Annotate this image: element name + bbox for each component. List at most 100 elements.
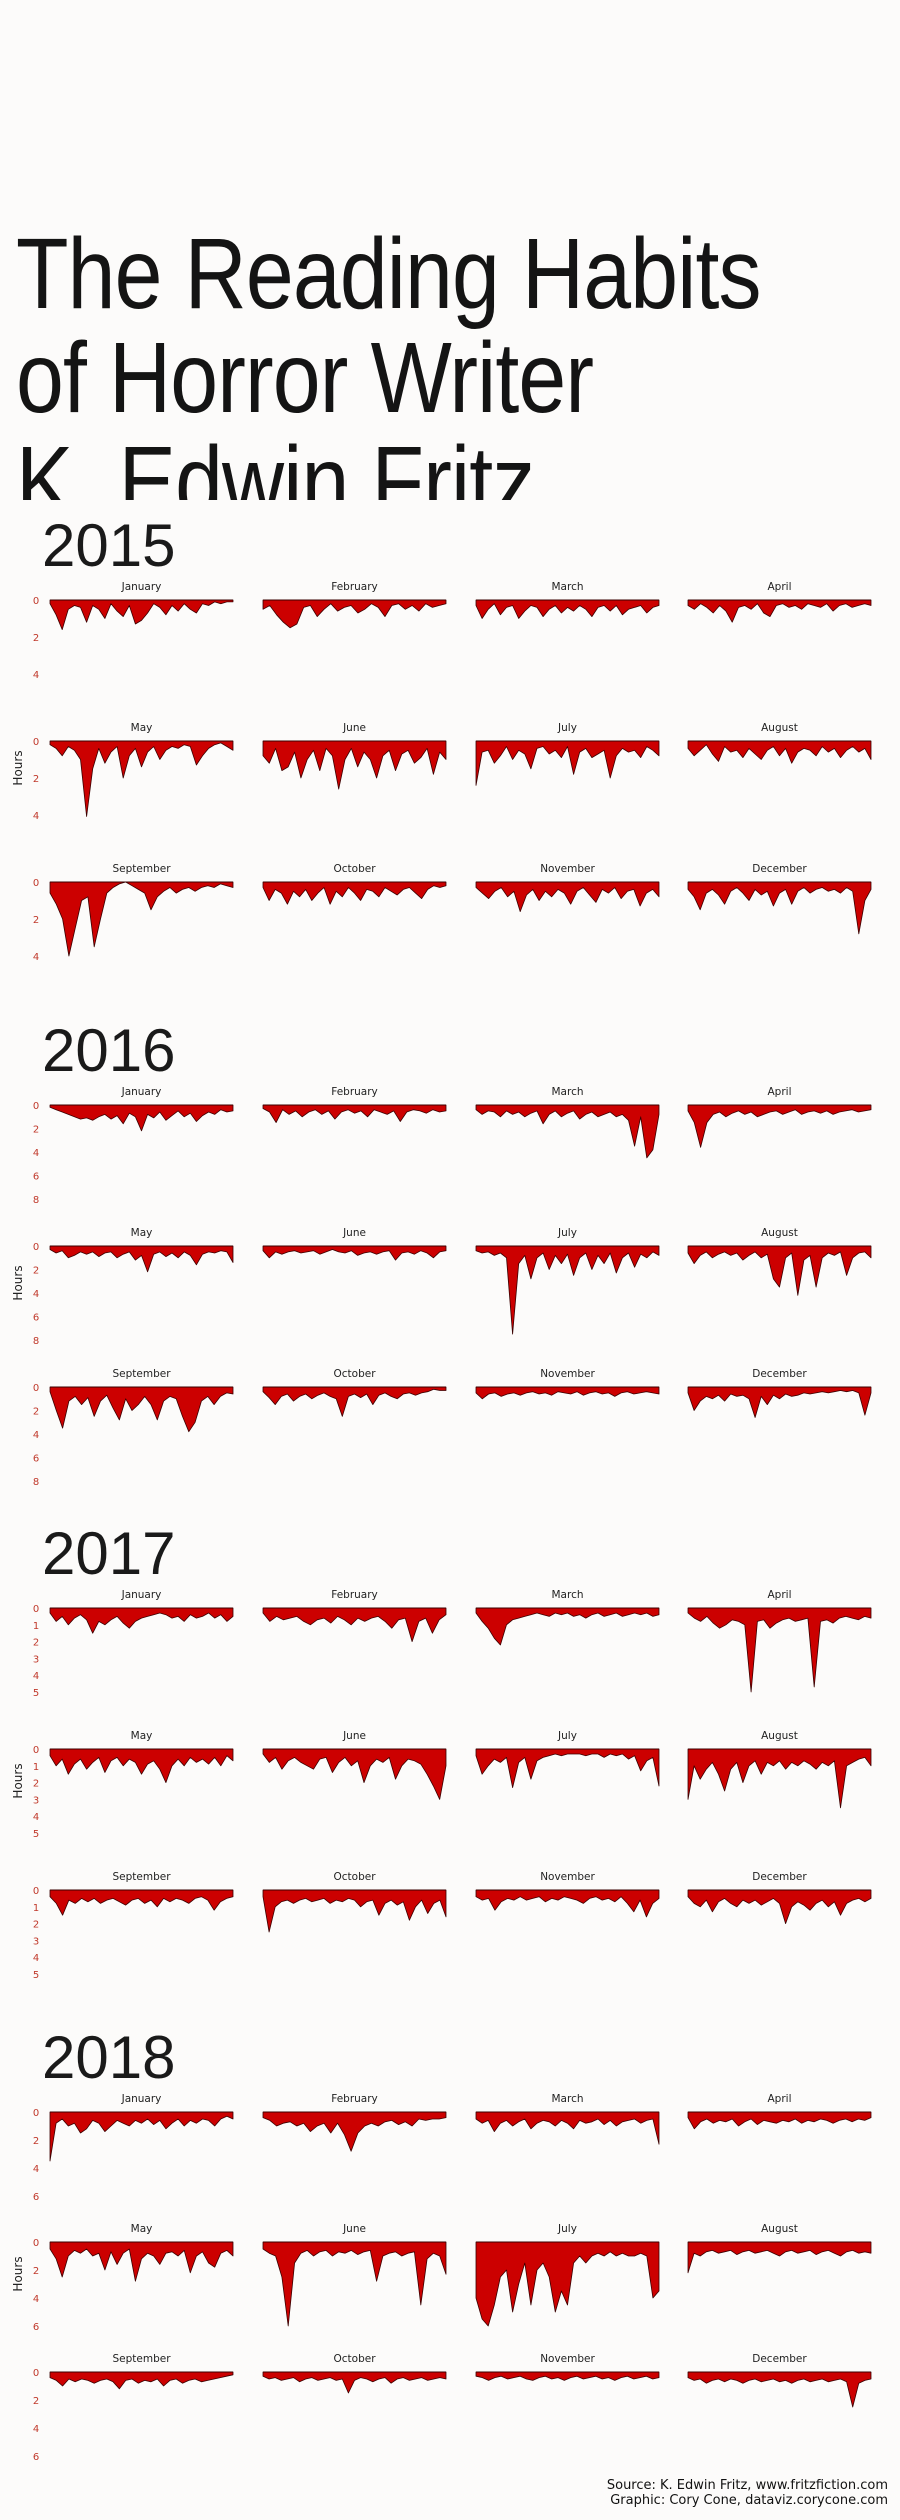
area-2017-march bbox=[475, 1607, 660, 1646]
month-label-july: July bbox=[557, 1227, 577, 1239]
area-2017-october bbox=[262, 1889, 447, 1933]
y-tick-label: 0 bbox=[33, 1745, 39, 1756]
area-2018-december bbox=[687, 2371, 872, 2408]
year-heading-2015: 2015 bbox=[42, 512, 175, 579]
month-label-july: July bbox=[557, 722, 577, 734]
area-2015-december bbox=[687, 881, 872, 935]
y-tick-label: 2 bbox=[33, 2266, 39, 2277]
month-label-february: February bbox=[331, 581, 378, 593]
month-label-february: February bbox=[331, 2093, 378, 2105]
y-tick-label: 6 bbox=[33, 2452, 39, 2463]
title-line-3: K. Edwin Fritz bbox=[16, 426, 535, 500]
month-label-june: June bbox=[342, 1227, 366, 1239]
month-label-july: July bbox=[557, 1730, 577, 1742]
y-tick-label: 8 bbox=[33, 1477, 39, 1488]
year-heading-2018: 2018 bbox=[42, 2024, 175, 2091]
month-label-september: September bbox=[112, 863, 171, 875]
y-tick-label: 0 bbox=[33, 1383, 39, 1394]
y-tick-label: 3 bbox=[33, 1654, 39, 1665]
y-tick-label: 4 bbox=[33, 811, 39, 822]
y-tick-label: 6 bbox=[33, 1172, 39, 1183]
y-tick-label: 0 bbox=[33, 2368, 39, 2379]
y-tick-label: 6 bbox=[33, 2322, 39, 2333]
area-2015-march bbox=[475, 599, 660, 619]
month-label-november: November bbox=[540, 863, 595, 875]
month-label-october: October bbox=[333, 1368, 376, 1380]
y-axis-label: Hours bbox=[11, 1763, 25, 1798]
area-2015-july bbox=[475, 740, 660, 786]
y-tick-label: 2 bbox=[33, 2136, 39, 2147]
area-2015-april bbox=[687, 599, 872, 623]
area-2016-april bbox=[687, 1104, 872, 1148]
area-2018-november bbox=[475, 2371, 660, 2381]
area-2018-august bbox=[687, 2241, 872, 2274]
source-text: Source: K. Edwin Fritz, www.fritzfiction… bbox=[606, 2478, 888, 2493]
month-label-march: March bbox=[551, 2093, 583, 2105]
area-2016-october bbox=[262, 1386, 447, 1417]
month-label-may: May bbox=[131, 2223, 153, 2235]
area-2016-november bbox=[475, 1386, 660, 1400]
y-tick-label: 0 bbox=[33, 1101, 39, 1112]
area-2016-february bbox=[262, 1104, 447, 1123]
month-label-august: August bbox=[761, 1730, 798, 1742]
y-tick-label: 0 bbox=[33, 737, 39, 748]
area-2018-february bbox=[262, 2111, 447, 2152]
month-label-april: April bbox=[768, 2093, 792, 2105]
month-label-april: April bbox=[768, 1589, 792, 1601]
month-label-june: June bbox=[342, 722, 366, 734]
y-tick-label: 2 bbox=[33, 1125, 39, 1136]
area-2015-may bbox=[49, 740, 234, 817]
month-label-november: November bbox=[540, 1368, 595, 1380]
y-tick-label: 4 bbox=[33, 1671, 39, 1682]
area-2016-june bbox=[262, 1245, 447, 1261]
month-label-november: November bbox=[540, 1871, 595, 1883]
y-tick-label: 3 bbox=[33, 1936, 39, 1947]
y-tick-label: 0 bbox=[33, 1604, 39, 1615]
y-tick-label: 0 bbox=[33, 2238, 39, 2249]
area-2018-june bbox=[262, 2241, 447, 2327]
y-tick-label: 4 bbox=[33, 2164, 39, 2175]
month-label-february: February bbox=[331, 1589, 378, 1601]
area-2017-february bbox=[262, 1607, 447, 1642]
month-label-february: February bbox=[331, 1086, 378, 1098]
month-label-september: September bbox=[112, 1871, 171, 1883]
y-tick-label: 4 bbox=[33, 1148, 39, 1159]
title-line-2: of Horror Writer bbox=[16, 322, 594, 434]
y-tick-label: 6 bbox=[33, 1454, 39, 1465]
area-2015-november bbox=[475, 881, 660, 912]
area-2016-may bbox=[49, 1245, 234, 1273]
area-2017-june bbox=[262, 1748, 447, 1800]
month-label-december: December bbox=[752, 1368, 807, 1380]
y-tick-label: 2 bbox=[33, 1407, 39, 1418]
y-tick-label: 4 bbox=[33, 952, 39, 963]
page-title: The Reading Habits of Horror Writer K. E… bbox=[16, 222, 896, 500]
area-2017-july bbox=[475, 1748, 660, 1788]
y-axis-label: Hours bbox=[11, 750, 25, 785]
month-label-may: May bbox=[131, 722, 153, 734]
area-2018-april bbox=[687, 2111, 872, 2130]
area-2016-september bbox=[49, 1386, 234, 1433]
y-tick-label: 0 bbox=[33, 596, 39, 607]
month-label-may: May bbox=[131, 1227, 153, 1239]
y-tick-label: 2 bbox=[33, 1266, 39, 1277]
area-2015-august bbox=[687, 740, 872, 764]
y-tick-label: 2 bbox=[33, 1638, 39, 1649]
area-2015-june bbox=[262, 740, 447, 790]
area-2015-october bbox=[262, 881, 447, 905]
month-label-june: June bbox=[342, 2223, 366, 2235]
area-2016-march bbox=[475, 1104, 660, 1159]
area-2017-january bbox=[49, 1607, 234, 1634]
area-2016-january bbox=[49, 1104, 234, 1132]
y-tick-label: 0 bbox=[33, 1242, 39, 1253]
y-tick-label: 2 bbox=[33, 774, 39, 785]
y-tick-label: 4 bbox=[33, 1289, 39, 1300]
y-tick-label: 4 bbox=[33, 670, 39, 681]
year-heading-2016: 2016 bbox=[42, 1017, 175, 1084]
y-tick-label: 6 bbox=[33, 1313, 39, 1324]
area-2015-january bbox=[49, 599, 234, 630]
y-tick-label: 1 bbox=[33, 1903, 39, 1914]
area-2017-may bbox=[49, 1748, 234, 1783]
area-2015-september bbox=[49, 881, 234, 957]
area-2018-october bbox=[262, 2371, 447, 2394]
